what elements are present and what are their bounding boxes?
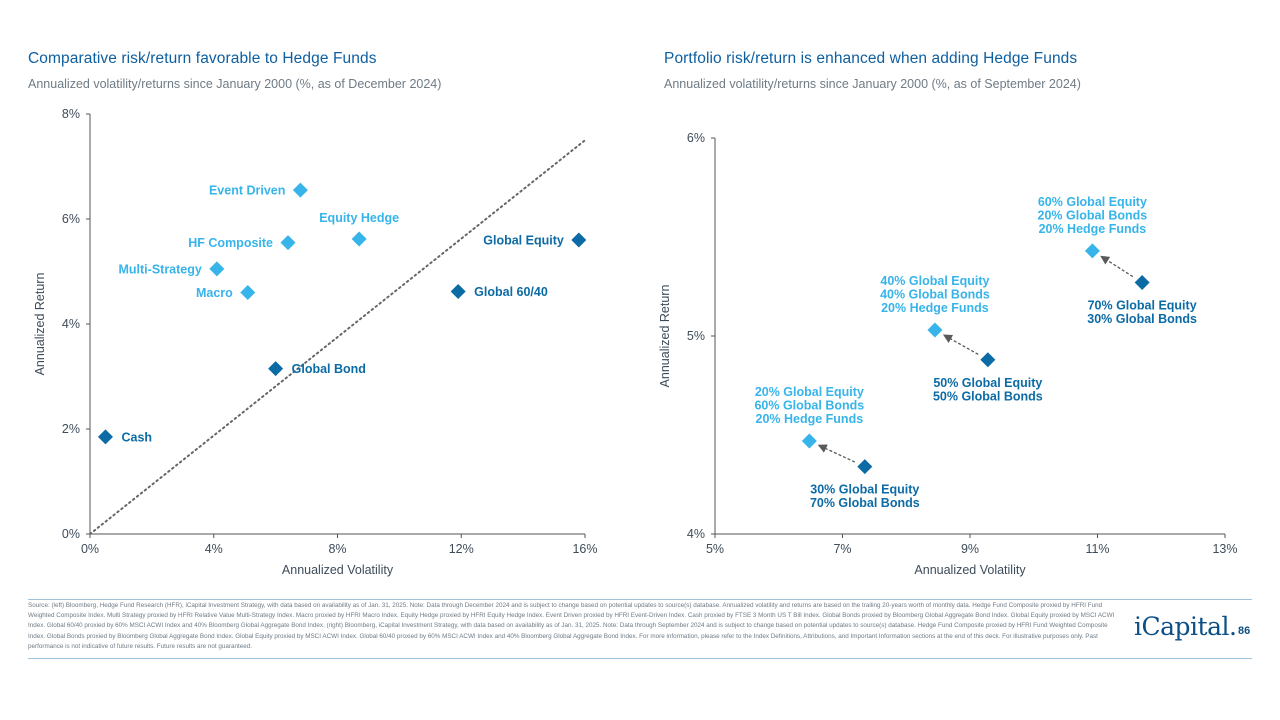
point-p5 — [1084, 243, 1100, 259]
label-cash: Cash — [121, 430, 152, 444]
left-y-tick-label: 0% — [62, 527, 80, 541]
left-x-tick-label: 8% — [328, 542, 346, 556]
label-event-driven: Event Driven — [209, 184, 285, 198]
point-cash — [97, 429, 113, 445]
left-x-tick-label: 0% — [81, 542, 99, 556]
right-chart-subtitle: Annualized volatility/returns since Janu… — [664, 77, 1081, 91]
left-chart-subtitle: Annualized volatility/returns since Janu… — [28, 77, 442, 91]
arrow-p2-to-p1 — [817, 444, 856, 463]
label-p6-line-1: 70% Global Equity — [1088, 299, 1197, 313]
point-hf-composite — [280, 235, 296, 251]
label-p4-line-1: 50% Global Equity — [933, 376, 1042, 390]
right-chart-title: Portfolio risk/return is enhanced when a… — [664, 50, 1078, 67]
point-p6 — [1134, 275, 1150, 291]
page-number: 86 — [1238, 625, 1251, 637]
left-x-tick-label: 12% — [449, 542, 474, 556]
left-chart-title: Comparative risk/return favorable to Hed… — [28, 50, 377, 67]
footer-rule-top — [28, 599, 1252, 600]
label-p5-line-3: 20% Hedge Funds — [1039, 222, 1147, 236]
left-x-tick-label: 16% — [572, 542, 597, 556]
point-global-equity — [571, 232, 587, 248]
label-p2-line-2: 70% Global Bonds — [810, 496, 920, 510]
label-p2-line-1: 30% Global Equity — [810, 483, 919, 497]
point-event-driven — [292, 182, 308, 198]
right-x-tick-label: 5% — [706, 542, 724, 556]
right-y-tick-label: 4% — [687, 527, 705, 541]
right-scatter-chart: 5% 7% 9% 11% 13%4%5%6%Annualized VolatilityA… — [658, 131, 1238, 577]
charts-canvas: 0% 4% 8% 12% 16% 0% 2% 4% 6% 8% Annualized Volatil… — [33, 107, 1238, 577]
label-p5-line-2: 20% Global Bonds — [1038, 208, 1148, 222]
label-global-bond: Global Bond — [292, 362, 366, 376]
left-y-axis-label: Annualized Return — [33, 273, 47, 376]
point-p2 — [857, 459, 873, 475]
label-global-equity: Global Equity — [483, 234, 564, 248]
label-equity-hedge: Equity Hedge — [319, 211, 399, 225]
point-p3 — [927, 322, 943, 338]
point-macro — [240, 285, 256, 300]
left-y-tick-label: 6% — [62, 212, 80, 226]
left-scatter-chart: 0% 4% 8% 12% 16% 0% 2% 4% 6% 8% Annualized Volatil… — [33, 107, 598, 577]
point-global-60-40 — [450, 283, 466, 299]
label-p1-line-2: 60% Global Bonds — [754, 398, 864, 412]
left-y-tick-label: 2% — [62, 422, 80, 436]
label-multi-strategy: Multi-Strategy — [119, 262, 202, 276]
left-y-tick-label: 8% — [62, 107, 80, 121]
point-multi-strategy — [209, 261, 225, 277]
right-x-tick-label: 7% — [833, 542, 851, 556]
arrow-p4-to-p3 — [942, 334, 979, 355]
reference-diagonal-line — [89, 139, 586, 535]
right-y-tick-label: 5% — [687, 329, 705, 343]
label-p6-line-2: 30% Global Bonds — [1087, 312, 1197, 326]
right-x-tick-label: 13% — [1212, 542, 1237, 556]
left-x-axis-label: Annualized Volatility — [282, 563, 394, 577]
point-p1 — [801, 433, 817, 449]
label-p3-line-3: 20% Hedge Funds — [881, 301, 989, 315]
point-p4 — [980, 352, 996, 368]
label-hf-composite: HF Composite — [188, 236, 273, 250]
right-y-axis-label: Annualized Return — [658, 285, 672, 388]
label-macro: Macro — [196, 286, 233, 300]
label-p1-line-1: 20% Global Equity — [755, 385, 864, 399]
right-x-axis-label: Annualized Volatility — [914, 563, 1026, 577]
right-x-tick-label: 11% — [1085, 542, 1109, 556]
source-footnote: Source: (left) Bloomberg, Hedge Fund Res… — [28, 602, 1115, 650]
label-p1-line-3: 20% Hedge Funds — [756, 412, 864, 426]
point-equity-hedge — [351, 231, 367, 247]
label-p3-line-1: 40% Global Equity — [880, 274, 989, 288]
arrow-p6-to-p5 — [1100, 255, 1134, 278]
icapital-logo: iCapital. — [1134, 612, 1237, 641]
label-p5-line-1: 60% Global Equity — [1038, 195, 1147, 209]
point-global-bond — [268, 361, 284, 377]
right-y-tick-label: 6% — [687, 131, 705, 145]
right-x-tick-label: 9% — [961, 542, 979, 556]
footer-rule-bottom — [28, 658, 1252, 659]
left-x-tick-label: 4% — [205, 542, 223, 556]
label-global-60-40: Global 60/40 — [474, 285, 548, 299]
label-p4-line-2: 50% Global Bonds — [933, 389, 1043, 403]
left-y-tick-label: 4% — [62, 317, 80, 331]
label-p3-line-2: 40% Global Bonds — [880, 288, 990, 302]
